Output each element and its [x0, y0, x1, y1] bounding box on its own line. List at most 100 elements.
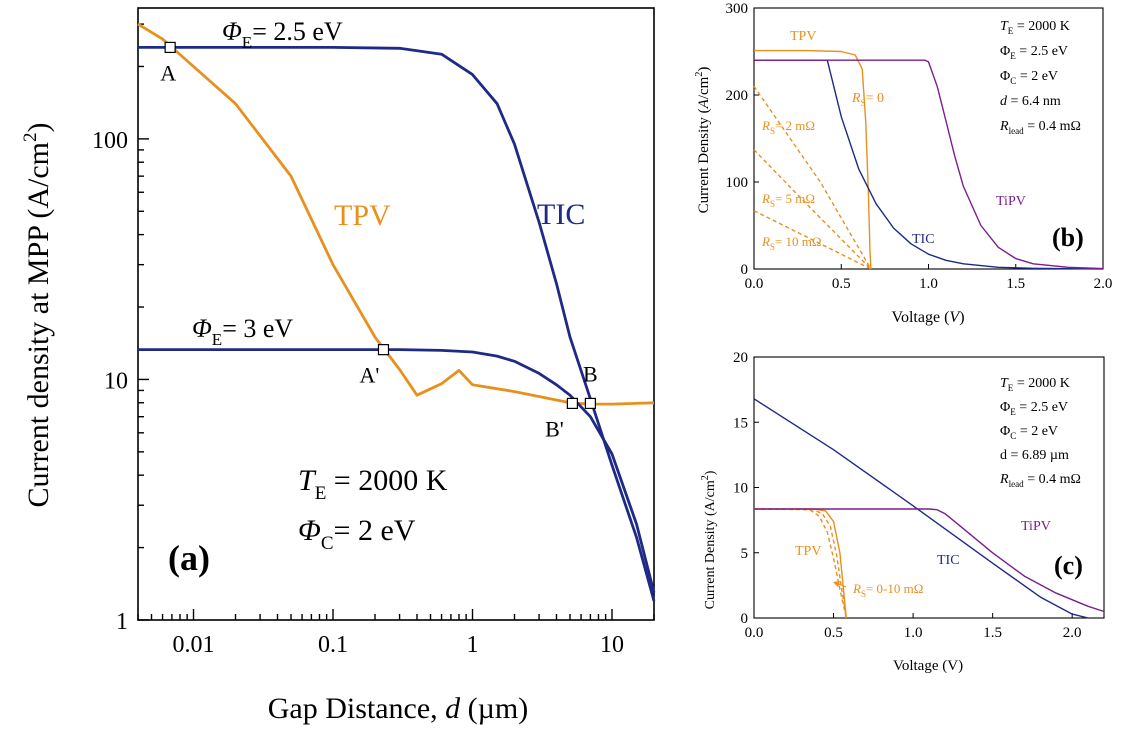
x-tick-label: 10	[600, 632, 624, 658]
panel-b-series	[753, 49, 1104, 270]
tic-series-line-1	[138, 46, 656, 602]
panel-c-tpv-label: TPV	[795, 544, 821, 559]
panel-b-x-axis-label: Voltage (V)	[891, 309, 964, 326]
panel-c-series	[753, 398, 1105, 619]
x-tick-label: 1.0	[919, 276, 938, 292]
parameter-line: ΦC = 2 eV	[1000, 424, 1058, 441]
tipv-series-line-5	[754, 59, 1104, 270]
panel-a-frame	[137, 7, 655, 621]
parameter-line: TE = 2000 K	[1000, 376, 1070, 393]
panel-b-chart: 0.0 0.5 1.0 1.5 2.0 0 100 200 300 Voltage (V) C…	[694, 1, 1112, 326]
parameter-line: d = 6.89 µm	[1000, 448, 1069, 463]
x-tick-label: 0.5	[824, 625, 843, 641]
operating-point-label: A'	[360, 363, 380, 388]
x-tick-label: 2.0	[1063, 625, 1082, 641]
panel-c-parameter-block: TE = 2000 K ΦE = 2.5 eV ΦC = 2 eV d = 6.89 …	[999, 376, 1081, 489]
x-tick-label: 1.5	[1006, 276, 1025, 292]
panel-c-tipv-label: TiPV	[1021, 519, 1051, 534]
y-tick-label: 100	[726, 175, 749, 191]
parameter-line: ΦC = 2 eV	[1000, 69, 1058, 86]
x-tick-label: 1.5	[983, 625, 1002, 641]
phi-e-high-annotation: ΦE= 2.5 eV	[222, 17, 343, 52]
parameter-line: d = 6.4 nm	[1000, 94, 1061, 109]
x-tick-label: 1	[467, 632, 479, 658]
panel-b-tic-label: TIC	[912, 232, 935, 247]
panel-a-chart: 0.01 0.1 1 10 1 10 100 A A' B' B Gap Distance, d…	[20, 7, 656, 725]
panel-c-frame	[753, 356, 1105, 619]
panel-b-tpv-label: TPV	[790, 29, 816, 44]
operating-point-marker	[584, 397, 596, 410]
parameter-line: Rlead = 0.4 mΩ	[999, 472, 1081, 489]
panel-c-x-axis-label: Voltage (V)	[893, 658, 963, 674]
parameter-line: ΦE = 2.5 eV	[1000, 400, 1068, 417]
y-tick-label: 100	[92, 128, 128, 154]
tpv-series-line-2	[753, 508, 847, 619]
operating-point-label: A	[160, 60, 176, 85]
y-tick-label: 200	[726, 88, 749, 104]
operating-point-label: B	[583, 361, 598, 386]
tipv-series-line-4	[754, 508, 1105, 613]
x-tick-label: 0.0	[745, 625, 764, 641]
y-tick-label: 15	[733, 415, 748, 431]
panel-c-rs-arrow	[833, 581, 847, 588]
panel-c-rs-label: RS= 0-10 mΩ	[852, 581, 923, 599]
phi-e-low-annotation: ΦE= 3 eV	[192, 314, 293, 349]
x-tick-label: 1.0	[904, 625, 923, 641]
panel-a-y-axis-label: Current density at MPP (A/cm2)	[20, 122, 55, 507]
parameter-line: TE = 2000 K	[1000, 19, 1070, 36]
panel-b-y-axis-label: Current Density (A/cm2)	[694, 67, 712, 214]
panel-a-markers: A A' B' B	[160, 41, 598, 441]
panel-b-rs0-label: RS= 0	[851, 91, 884, 108]
y-tick-label: 10	[104, 368, 128, 394]
panel-c-tic-label: TIC	[937, 553, 960, 568]
y-tick-label: 1	[116, 609, 128, 635]
panel-b-rs10-label: RS= 10 mΩ	[761, 234, 822, 252]
tic-series-line-4	[754, 59, 1104, 270]
tic-series-line-2	[138, 348, 656, 593]
panel-c-label: (c)	[1054, 551, 1083, 580]
x-tick-label: 0.01	[173, 632, 215, 658]
r-s-5-m--series-line-2	[753, 149, 872, 270]
r-s-10-m--series-line-3	[753, 210, 872, 270]
tpv-series-line-0	[754, 508, 847, 619]
tpv-series-line-0	[754, 49, 872, 270]
panel-c-chart: 0.0 0.5 1.0 1.5 2.0 0 5 10 15 20 Voltage (V) Cur…	[700, 350, 1105, 674]
operating-point-label: B'	[545, 416, 564, 441]
x-tick-label: 0.5	[832, 276, 851, 292]
te-annotation: TE = 2000 K	[298, 464, 448, 504]
x-tick-label: 0.1	[318, 632, 348, 658]
phi-c-annotation: ΦC= 2 eV	[298, 514, 416, 554]
operating-point-marker	[377, 344, 390, 356]
tic-series-label: TIC	[537, 198, 585, 231]
y-tick-label: 0	[741, 611, 749, 627]
panel-b-x-ticks: 0.0 0.5 1.0 1.5 2.0	[745, 264, 1113, 292]
panel-b-label: (b)	[1052, 223, 1084, 252]
tpv-series-line-1	[754, 508, 847, 619]
panel-c-y-ticks: 0 5 10 15 20	[733, 350, 759, 627]
operating-point-marker	[164, 41, 176, 54]
panel-b-y-ticks: 0 100 200 300	[726, 1, 759, 278]
y-tick-label: 20	[733, 350, 748, 366]
y-tick-label: 0	[741, 262, 749, 278]
panel-c-x-ticks: 0.0 0.5 1.0 1.5 2.0	[745, 613, 1082, 641]
x-tick-label: 2.0	[1094, 276, 1113, 292]
operating-point-marker	[566, 397, 578, 410]
panel-b-parameter-block: TE = 2000 K ΦE = 2.5 eV ΦC = 2 eV d = 6.4 n…	[999, 19, 1081, 136]
parameter-line: ΦE = 2.5 eV	[1000, 44, 1068, 61]
panel-b-rs5-label: RS= 5 mΩ	[761, 191, 815, 209]
tpv-series-label: TPV	[334, 199, 391, 232]
panel-b-tipv-label: TiPV	[996, 194, 1026, 209]
panel-a-label: (a)	[168, 538, 210, 578]
y-tick-label: 5	[741, 546, 749, 562]
panel-a-x-axis-label: Gap Distance, d (µm)	[268, 692, 529, 725]
parameter-line: Rlead = 0.4 mΩ	[999, 119, 1081, 136]
panel-b-rs2-label: RS= 2 mΩ	[761, 118, 815, 136]
tic-series-line-3	[753, 398, 1089, 619]
x-tick-label: 0.0	[745, 276, 764, 292]
y-tick-label: 10	[733, 481, 748, 497]
panel-a-x-ticks: 0.01 0.1 1 10	[137, 609, 655, 658]
panel-c-y-axis-label: Current Density (A/cm2)	[700, 470, 718, 609]
r-s-2-m--series-line-1	[753, 85, 872, 270]
panel-a-y-ticks: 1 10 100	[92, 23, 149, 635]
